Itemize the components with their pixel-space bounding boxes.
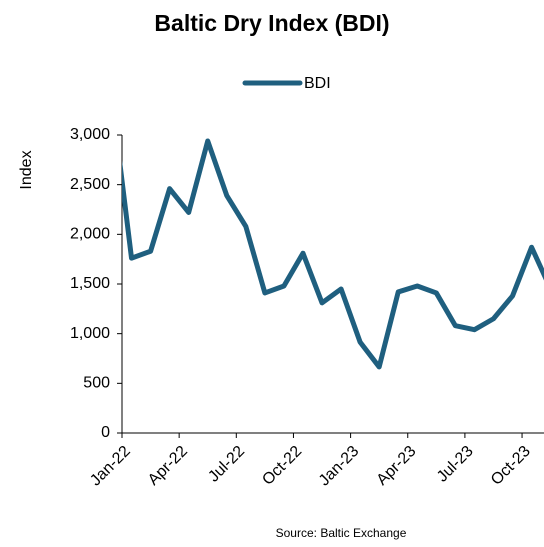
x-tick-label: Jul-22 (205, 443, 248, 486)
x-tick-label: Apr-22 (145, 443, 191, 489)
y-tick-label: 500 (83, 375, 110, 392)
x-tick-label: Oct-23 (488, 443, 534, 489)
x-tick-label: Jan-23 (316, 443, 363, 490)
y-tick-label: 1,000 (70, 325, 110, 342)
source: Source: Baltic Exchange (276, 526, 407, 540)
x-tick-label: Apr-23 (374, 443, 420, 489)
legend-label: BDI (304, 75, 331, 92)
y-tick-label: 1,500 (70, 275, 110, 292)
x-tick-label: Jan-22 (87, 443, 134, 490)
y-tick-label: 0 (101, 424, 110, 441)
x-tick-label: Oct-22 (259, 443, 305, 489)
x-tick-label: Jul-23 (434, 443, 477, 486)
bdi-line (122, 138, 544, 370)
y-tick-label: 2,000 (70, 226, 110, 243)
chart-title: Baltic Dry Index (BDI) (154, 10, 389, 36)
y-axis-label: Index (18, 150, 35, 189)
y-tick-label: 3,000 (70, 126, 110, 143)
y-tick-label: 2,500 (70, 176, 110, 193)
